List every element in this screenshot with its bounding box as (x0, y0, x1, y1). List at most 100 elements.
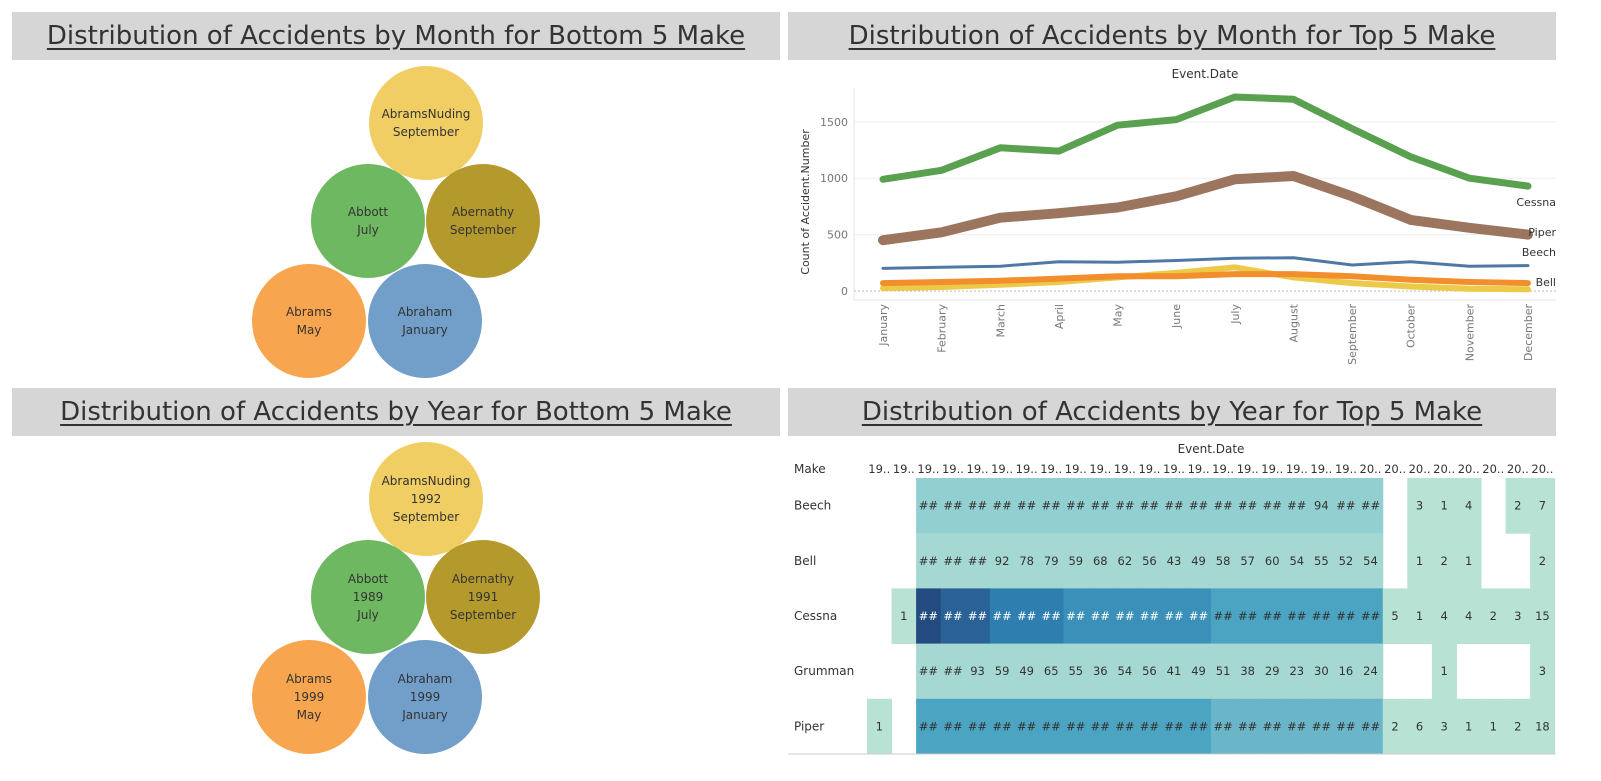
cell-value: 49 (1019, 664, 1034, 678)
heatmap-row-bell: Bell ## ## ## 92 78 79 59 68 62 56 43 49 58 57 60 54 55 52… (794, 533, 1556, 589)
cell-value: ## (943, 554, 962, 568)
cell-value: 2 (1490, 609, 1497, 623)
cell-value: ## (1361, 609, 1380, 623)
cell-value: 2 (1514, 719, 1521, 733)
cell-value: 3 (1514, 609, 1521, 623)
column-header: 20.. (1507, 462, 1529, 476)
heatmap-cell (916, 478, 942, 534)
heatmap-cell (1137, 698, 1163, 755)
bubble-label: Abraham (398, 305, 453, 319)
heatmap-cell (1161, 643, 1187, 700)
heatmap-cell (1309, 698, 1335, 755)
heatmap-cell (1358, 533, 1384, 589)
cell-value: 16 (1339, 664, 1354, 678)
heatmap-cell (1333, 698, 1359, 755)
x-tick-label: July (1229, 304, 1242, 325)
cell-value: ## (1263, 609, 1282, 623)
heatmap-cell (1505, 698, 1531, 755)
cell-value: ## (943, 664, 962, 678)
cell-value: 3 (1539, 664, 1546, 678)
column-header: 19.. (1237, 462, 1259, 476)
heatmap-cell (1038, 698, 1064, 755)
heatmap-cell (1382, 588, 1408, 645)
cell-value: 1 (900, 609, 907, 623)
heatmap-cell (1063, 698, 1089, 755)
cell-value: 58 (1216, 554, 1231, 568)
heatmap-cell (989, 478, 1015, 534)
bubble-abernathy: Abernathy 1991 September (426, 540, 540, 654)
bubble-circle (426, 164, 540, 278)
heatmap-cell (1210, 478, 1236, 534)
bubble-circle (368, 640, 482, 754)
cell-value: ## (992, 499, 1011, 513)
bubble-circle (369, 66, 483, 180)
cell-value: 23 (1289, 664, 1304, 678)
bubble-label: May (297, 323, 322, 337)
x-tick-label: October (1405, 304, 1418, 348)
heatmap-cell (1358, 588, 1384, 645)
cell-value: ## (919, 664, 938, 678)
column-header: 19.. (1335, 462, 1357, 476)
column-header: 19.. (991, 462, 1013, 476)
heatmap-cell (1112, 643, 1138, 700)
heatmap-cell (1063, 478, 1089, 534)
bubble-abramsnuding: AbramsNuding 1992 September (369, 442, 483, 556)
series-label-piper: Piper (1528, 226, 1556, 239)
heatmap-cell (1088, 588, 1114, 645)
panel-title-top-month: Distribution of Accidents by Month for T… (788, 12, 1556, 60)
heatmap-cell (965, 643, 991, 700)
x-tick-label: December (1522, 304, 1535, 362)
cell-value: 62 (1118, 554, 1133, 568)
column-header: 20.. (1531, 462, 1553, 476)
bubble-abraham: Abraham January (368, 264, 482, 378)
cell-value: ## (992, 609, 1011, 623)
heatmap-cell (1431, 643, 1457, 700)
series-label-cessna: Cessna (1516, 196, 1556, 209)
cell-value: 59 (1068, 554, 1083, 568)
series-line-piper (878, 171, 1533, 246)
cell-value: ## (1213, 499, 1232, 513)
bubble-abrams: Abrams May (252, 264, 366, 378)
heatmap-cell (1161, 698, 1187, 755)
bubble-circle (311, 164, 425, 278)
column-header: 20.. (1409, 462, 1431, 476)
heatmap-cell (1382, 698, 1408, 755)
heatmap-cell (1431, 698, 1457, 755)
cell-value: 15 (1535, 609, 1550, 623)
heatmap-cell (1210, 643, 1236, 700)
cell-value: ## (1017, 609, 1036, 623)
bubble-label: January (401, 708, 448, 722)
heatmap-cell (1333, 588, 1359, 645)
heatmap-cell (1333, 533, 1359, 589)
cell-value: ## (1042, 719, 1061, 733)
bubble-circle (368, 264, 482, 378)
cell-value: ## (1066, 719, 1085, 733)
series-line-bell (880, 271, 1531, 287)
column-header: 19.. (967, 462, 989, 476)
cell-value: 52 (1339, 554, 1354, 568)
cell-value: 2 (1514, 499, 1521, 513)
cell-value: ## (968, 719, 987, 733)
cell-value: 65 (1044, 664, 1059, 678)
bubble-label: September (450, 608, 516, 622)
bubble-label: 1992 (411, 492, 442, 506)
heatmap-cell (989, 643, 1015, 700)
heatmap-cell (1112, 533, 1138, 589)
x-tick-label: April (1053, 304, 1066, 329)
cell-value: ## (1091, 499, 1110, 513)
cell-value: 59 (995, 664, 1010, 678)
title-text: Distribution of Accidents by Year for To… (861, 397, 1483, 427)
cell-value: ## (943, 719, 962, 733)
series-line-beech (881, 256, 1530, 270)
heatmap-cell (1358, 643, 1384, 700)
column-header: 20.. (1482, 462, 1504, 476)
heatmap-cell (1186, 643, 1212, 700)
cell-value: 94 (1314, 499, 1329, 513)
cell-value: 4 (1465, 609, 1472, 623)
x-axis-title: Event.Date (1178, 442, 1245, 456)
heatmap-cell (1309, 533, 1335, 589)
cell-value: ## (1091, 719, 1110, 733)
cell-value: ## (968, 554, 987, 568)
column-header: 19.. (1040, 462, 1062, 476)
row-label: Piper (794, 719, 824, 733)
